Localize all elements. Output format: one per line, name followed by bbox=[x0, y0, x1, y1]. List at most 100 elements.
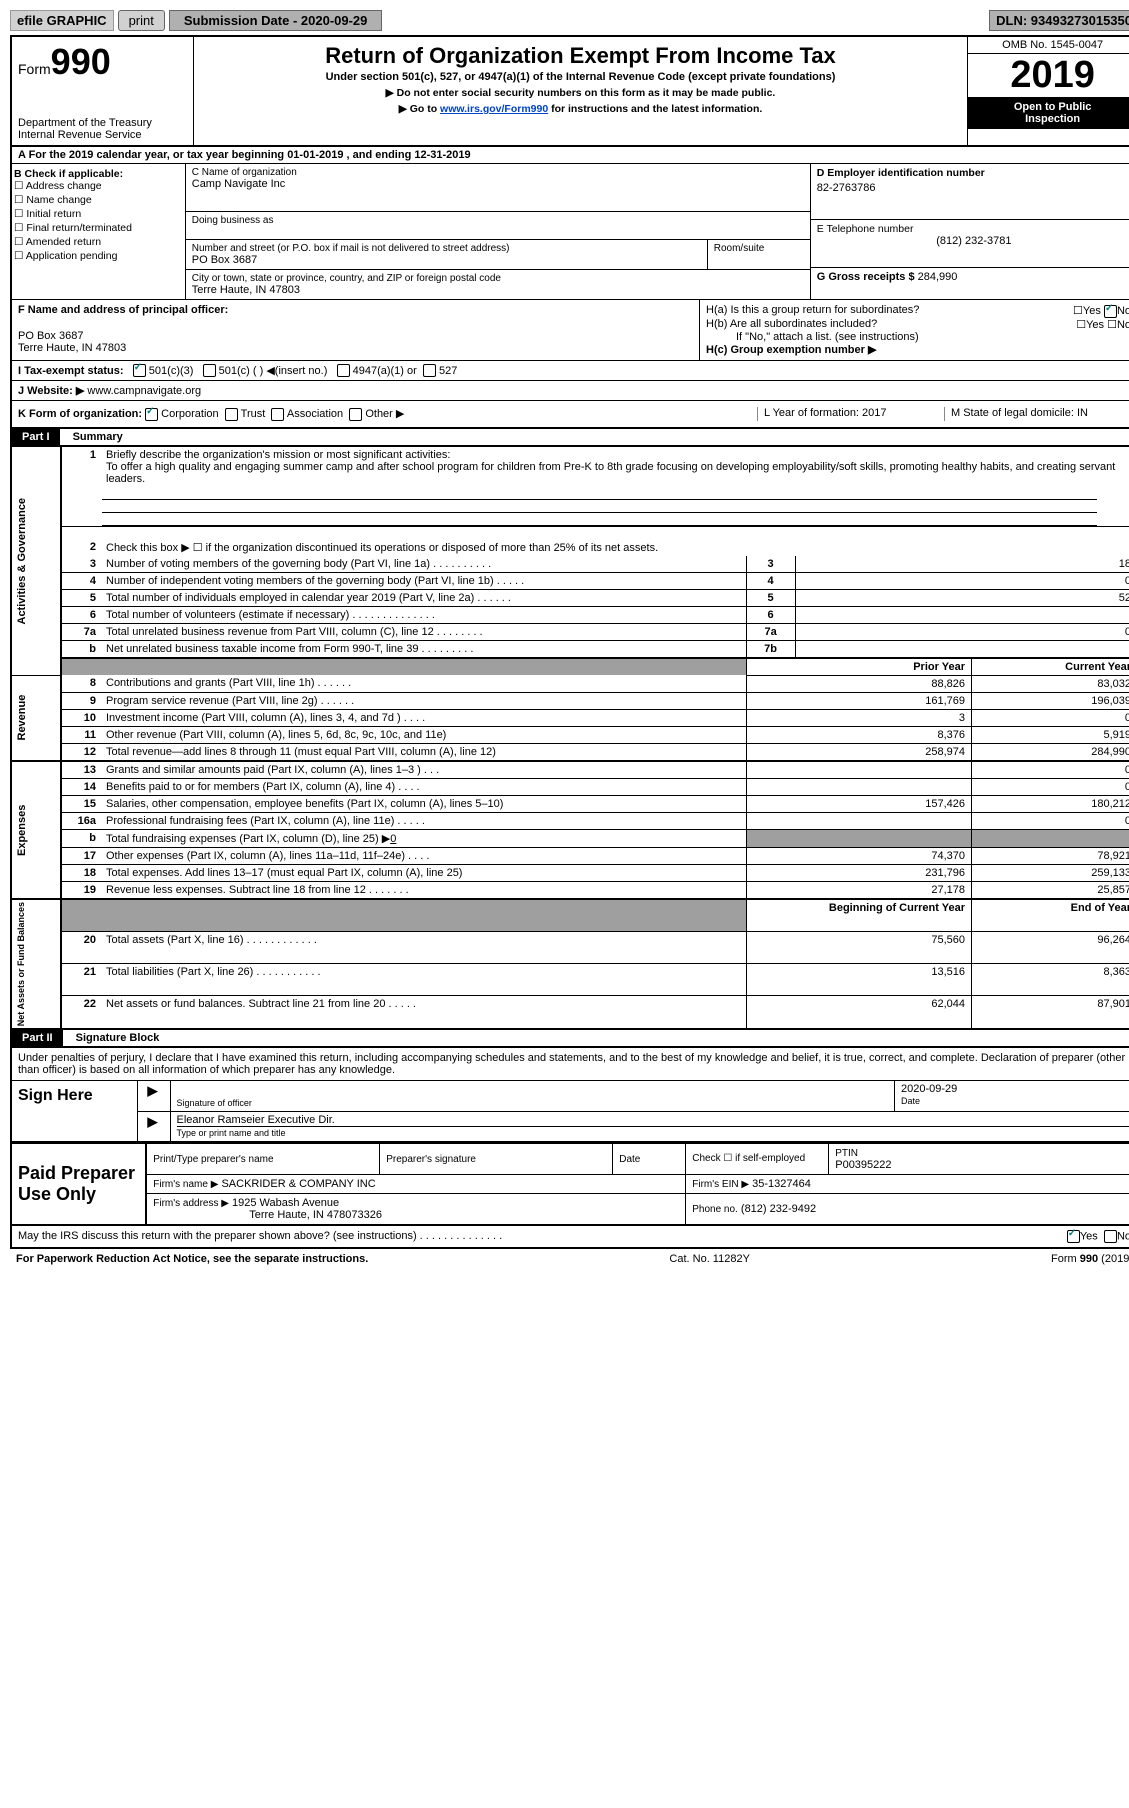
i-501c-check[interactable] bbox=[203, 364, 216, 377]
k-trust-check[interactable] bbox=[225, 408, 238, 421]
prep-sig-label: Preparer's signature bbox=[386, 1154, 476, 1165]
l17: Other expenses (Part IX, column (A), lin… bbox=[102, 847, 746, 864]
l19p: 27,178 bbox=[746, 881, 971, 899]
opt-pending[interactable]: ☐ Application pending bbox=[14, 250, 183, 262]
sig-date-value: 2020-09-29 bbox=[901, 1083, 957, 1095]
l16b-val: 0 bbox=[390, 833, 396, 845]
l6-value bbox=[795, 606, 1129, 623]
l3-text: Number of voting members of the governin… bbox=[102, 556, 746, 573]
hb-label: H(b) Are all subordinates included? bbox=[706, 318, 982, 331]
k-o1: Corporation bbox=[161, 408, 218, 420]
l7a-value: 0 bbox=[795, 623, 1129, 640]
ha-no-check[interactable] bbox=[1104, 305, 1117, 318]
k-assoc-check[interactable] bbox=[271, 408, 284, 421]
discuss-no-check[interactable] bbox=[1104, 1230, 1117, 1243]
i-527-check[interactable] bbox=[423, 364, 436, 377]
i-501c3-check[interactable] bbox=[133, 364, 146, 377]
website-value: www.campnavigate.org bbox=[87, 385, 201, 397]
i-4947-check[interactable] bbox=[337, 364, 350, 377]
l3-value: 18 bbox=[795, 556, 1129, 573]
sig-officer-label: Signature of officer bbox=[177, 1098, 252, 1108]
sig-date-label: Date bbox=[901, 1096, 920, 1106]
l1-label: Briefly describe the organization's miss… bbox=[106, 449, 450, 461]
l4-value: 0 bbox=[795, 572, 1129, 589]
print-button[interactable]: print bbox=[118, 10, 165, 31]
discuss-yes-check[interactable] bbox=[1067, 1230, 1080, 1243]
subtitle-1: Under section 501(c), 527, or 4947(a)(1)… bbox=[200, 71, 962, 83]
k-o3: Association bbox=[287, 408, 343, 420]
city-label: City or town, state or province, country… bbox=[192, 273, 804, 284]
inspection-badge: Open to Public Inspection bbox=[968, 97, 1129, 129]
no1: No bbox=[1117, 305, 1129, 317]
section-f-h: F Name and address of principal officer:… bbox=[10, 300, 1129, 361]
sub3-post: for instructions and the latest informat… bbox=[548, 103, 762, 115]
discuss-text: May the IRS discuss this return with the… bbox=[18, 1230, 502, 1243]
firm-phone-label: Phone no. bbox=[692, 1204, 738, 1215]
k-label: K Form of organization: bbox=[18, 408, 142, 420]
l16a: Professional fundraising fees (Part IX, … bbox=[102, 812, 746, 829]
preparer-table: Paid Preparer Use Only Print/Type prepar… bbox=[10, 1143, 1129, 1226]
form990-link[interactable]: www.irs.gov/Form990 bbox=[440, 103, 548, 115]
l9p: 161,769 bbox=[746, 692, 971, 709]
l9c: 196,039 bbox=[972, 692, 1129, 709]
name-label: C Name of organization bbox=[192, 167, 804, 178]
opt-address-change[interactable]: ☐ Address change bbox=[14, 180, 183, 192]
l20: Total assets (Part X, line 16) . . . . .… bbox=[102, 932, 746, 964]
l11p: 8,376 bbox=[746, 726, 971, 743]
l14p bbox=[746, 778, 971, 795]
l21c: 8,363 bbox=[972, 964, 1129, 996]
opt4-text: Final return/terminated bbox=[26, 222, 132, 234]
opt-amended[interactable]: ☐ Amended return bbox=[14, 236, 183, 248]
penalty-text: Under penalties of perjury, I declare th… bbox=[12, 1048, 1129, 1081]
ptin-value: P00395222 bbox=[835, 1159, 891, 1171]
l22p: 62,044 bbox=[746, 996, 971, 1029]
l21: Total liabilities (Part X, line 26) . . … bbox=[102, 964, 746, 996]
room-label: Room/suite bbox=[707, 240, 810, 269]
l5-text: Total number of individuals employed in … bbox=[102, 589, 746, 606]
l10c: 0 bbox=[972, 709, 1129, 726]
part1-title: Summary bbox=[63, 431, 123, 443]
ha-label: H(a) Is this a group return for subordin… bbox=[706, 304, 982, 318]
l10: Investment income (Part VIII, column (A)… bbox=[102, 709, 746, 726]
l6-text: Total number of volunteers (estimate if … bbox=[102, 606, 746, 623]
f-label: F Name and address of principal officer: bbox=[18, 304, 693, 316]
ha-answers: ☐Yes No bbox=[1073, 304, 1129, 318]
subtitle-2: ▶ Do not enter social security numbers o… bbox=[200, 87, 962, 99]
discuss-row: May the IRS discuss this return with the… bbox=[10, 1226, 1129, 1249]
opt5-text: Amended return bbox=[26, 236, 101, 248]
l15c: 180,212 bbox=[972, 795, 1129, 812]
opt-final-return[interactable]: ☐ Final return/terminated bbox=[14, 222, 183, 234]
omb-label: OMB No. 1545-0047 bbox=[968, 37, 1129, 54]
submission-date: Submission Date - 2020-09-29 bbox=[169, 10, 383, 31]
l2-text: Check this box ▶ ☐ if the organization d… bbox=[102, 539, 1129, 556]
l8: Contributions and grants (Part VIII, lin… bbox=[102, 675, 746, 692]
l1-text: To offer a high quality and engaging sum… bbox=[106, 461, 1115, 485]
firm-addr2: Terre Haute, IN 478073326 bbox=[153, 1209, 382, 1221]
i-o1: 501(c)(3) bbox=[149, 365, 194, 377]
no2: No bbox=[1117, 319, 1129, 331]
l16b: Total fundraising expenses (Part IX, col… bbox=[102, 829, 746, 847]
top-bar: efile GRAPHIC print Submission Date - 20… bbox=[10, 10, 1129, 31]
l9: Program service revenue (Part VIII, line… bbox=[102, 692, 746, 709]
l13p bbox=[746, 761, 971, 779]
firm-ein-label: Firm's EIN ▶ bbox=[692, 1179, 749, 1190]
row-a-tax-year: A For the 2019 calendar year, or tax yea… bbox=[10, 147, 1129, 164]
inspect-line1: Open to Public bbox=[972, 101, 1129, 113]
firm-addr-label: Firm's address ▶ bbox=[153, 1198, 229, 1209]
irs-label: Internal Revenue Service bbox=[18, 129, 187, 141]
opt2-text: Name change bbox=[26, 194, 91, 206]
l18c: 259,133 bbox=[972, 864, 1129, 881]
opt-initial-return[interactable]: ☐ Initial return bbox=[14, 208, 183, 220]
form-number: Form990 bbox=[18, 41, 187, 83]
l16ap bbox=[746, 812, 971, 829]
l16b-pre: Total fundraising expenses (Part IX, col… bbox=[106, 833, 390, 845]
k-corp-check[interactable] bbox=[145, 408, 158, 421]
typed-name: Eleanor Ramseier Executive Dir. bbox=[177, 1114, 1129, 1127]
yes1: Yes bbox=[1083, 305, 1101, 317]
l14c: 0 bbox=[972, 778, 1129, 795]
firm-ein: 35-1327464 bbox=[752, 1178, 811, 1190]
phone-value: (812) 232-3781 bbox=[817, 235, 1129, 247]
k-other-check[interactable] bbox=[349, 408, 362, 421]
opt-name-change[interactable]: ☐ Name change bbox=[14, 194, 183, 206]
ptin-label: PTIN bbox=[835, 1148, 858, 1159]
